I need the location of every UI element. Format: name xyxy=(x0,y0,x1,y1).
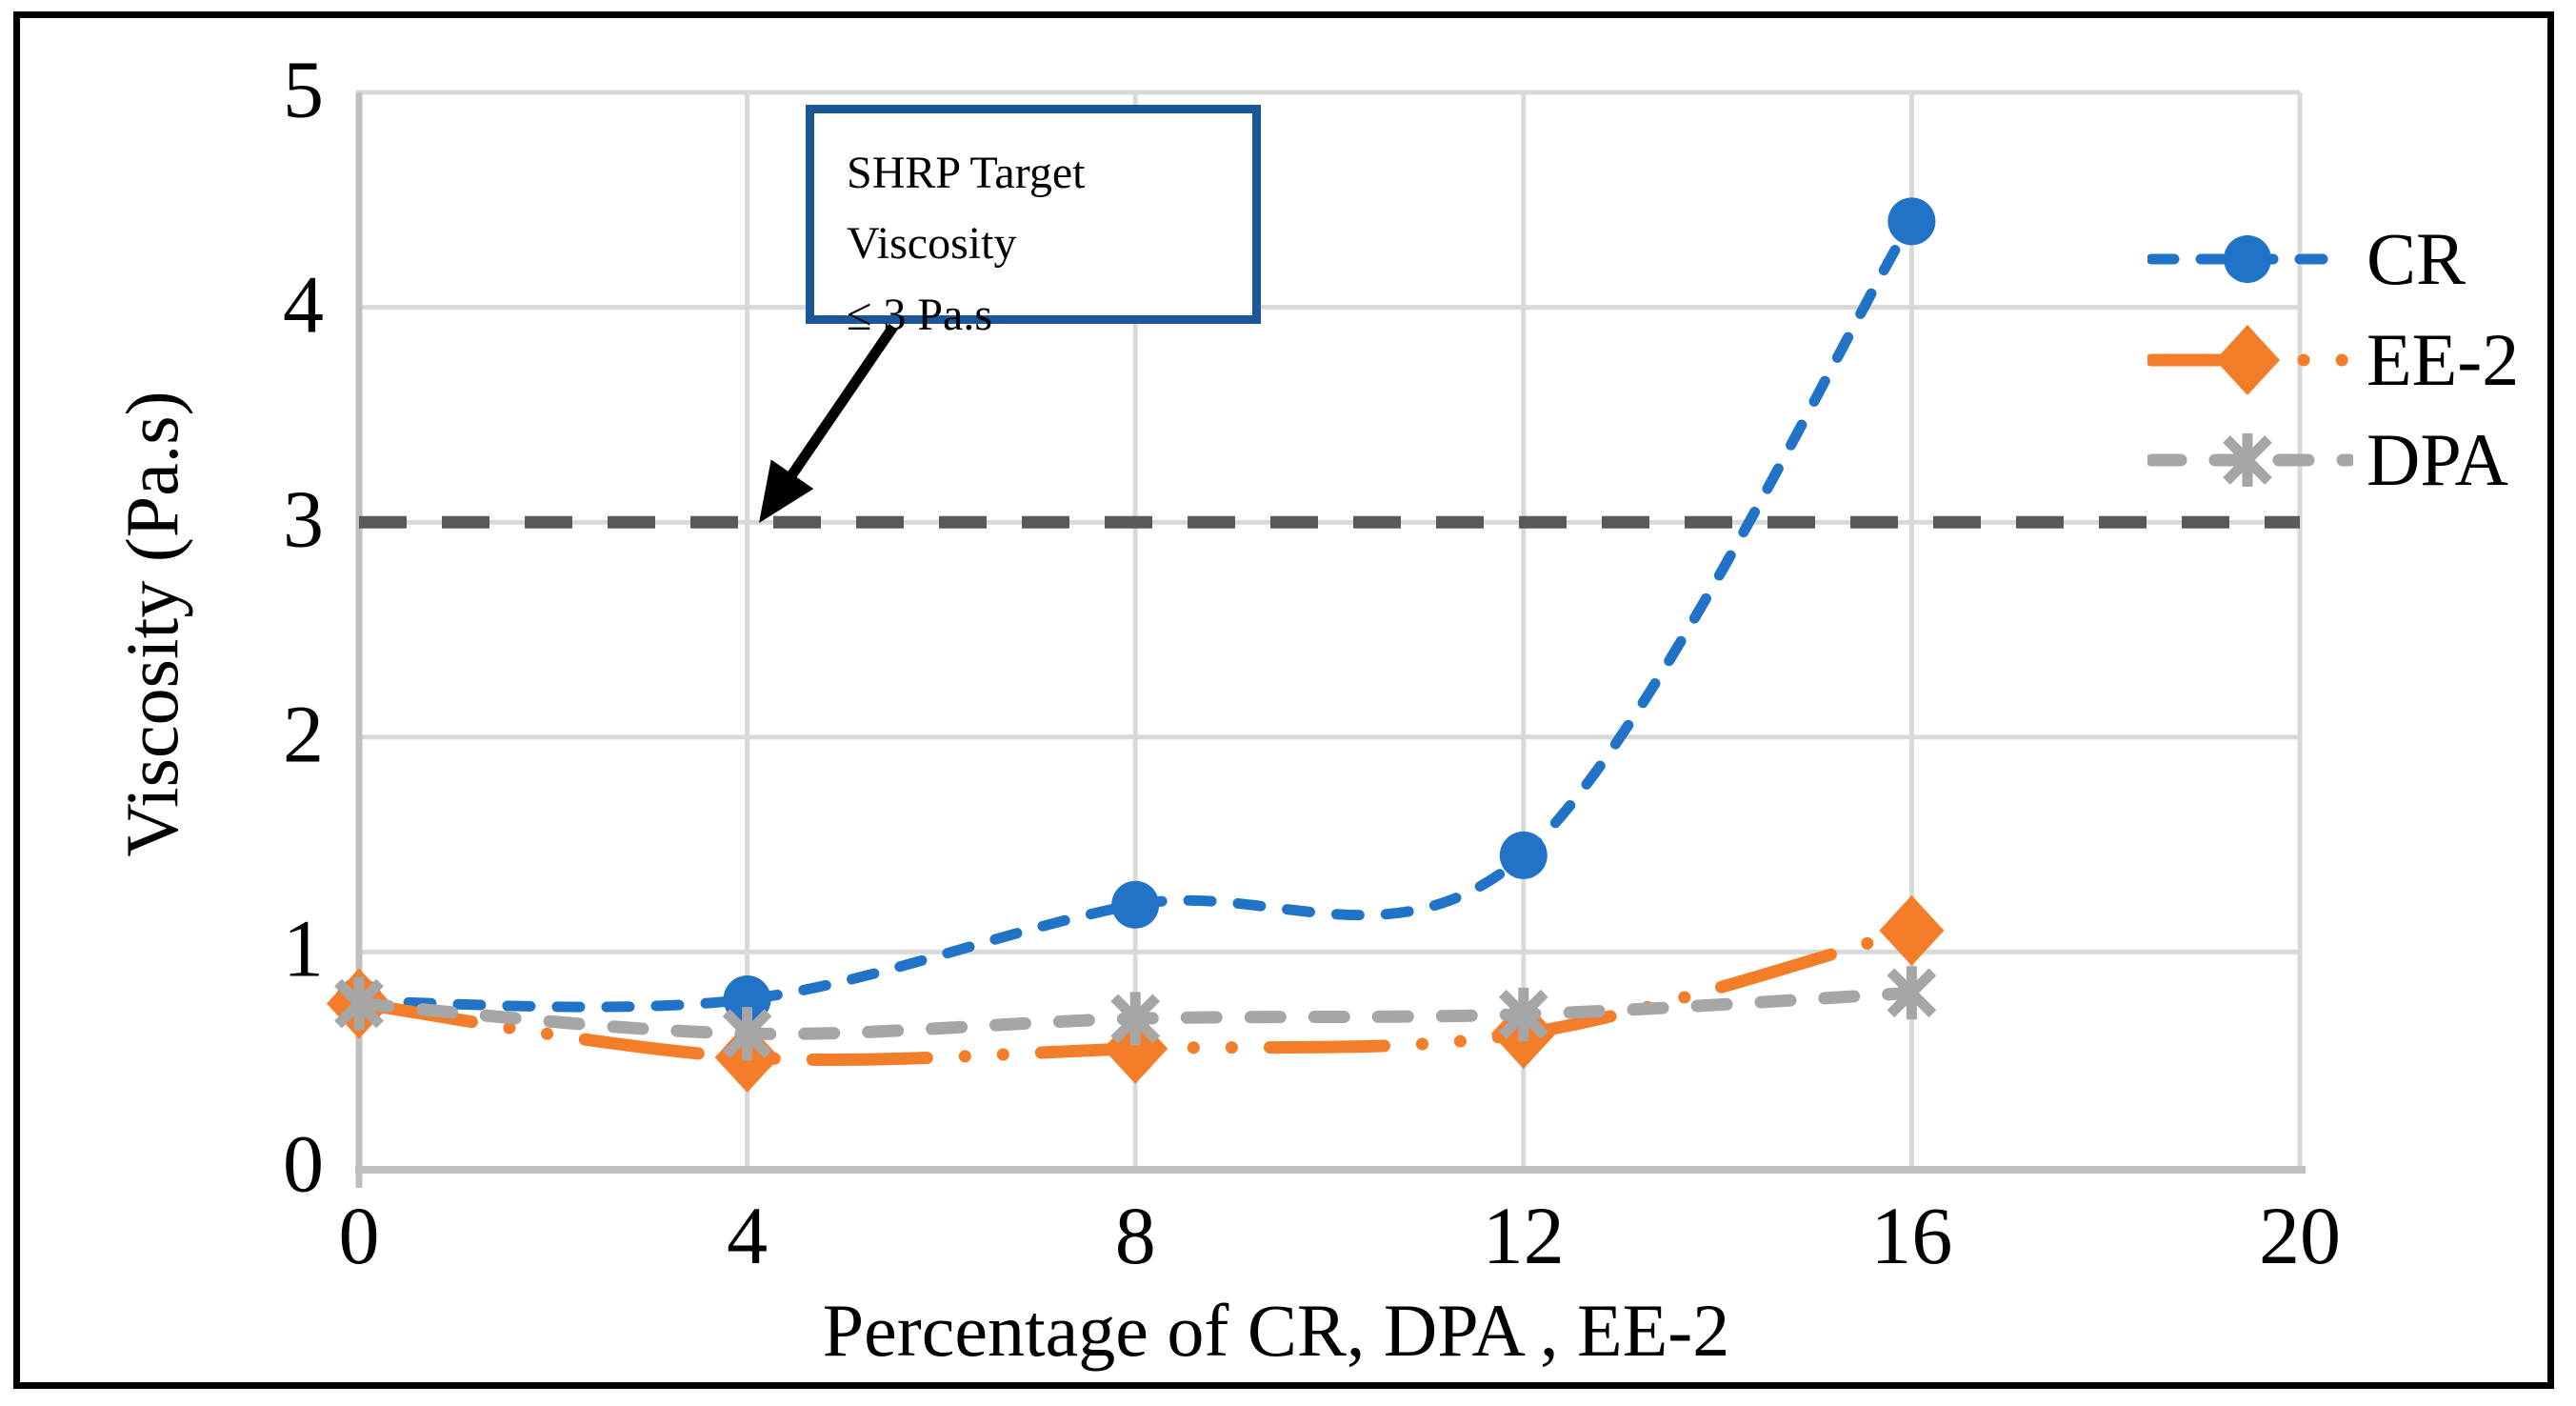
asterisk-marker xyxy=(1498,987,1548,1041)
annotation-arrow-shaft xyxy=(788,323,898,478)
y-tick-label: 3 xyxy=(283,472,324,565)
x-tick-label: 12 xyxy=(1482,1190,1565,1281)
diamond-marker xyxy=(1879,894,1945,966)
y-tick-label: 4 xyxy=(283,258,324,351)
x-tick-label: 8 xyxy=(1114,1190,1156,1281)
legend-sample-cr-line xyxy=(2147,235,2353,283)
annotation-line-2: ≤ 3 Pa.s xyxy=(847,289,993,340)
asterisk-marker xyxy=(722,1007,772,1061)
legend-label-dpa: DPA xyxy=(2366,418,2508,501)
legend-diamond-marker xyxy=(2215,325,2280,395)
y-tick-label: 0 xyxy=(283,1117,324,1210)
asterisk-marker xyxy=(1887,966,1937,1020)
x-tick-label: 16 xyxy=(1870,1190,1953,1281)
y-tick-label: 5 xyxy=(283,43,324,135)
x-axis-title: Percentage of CR, DPA , EE-2 xyxy=(822,1289,1730,1372)
x-tick-label: 4 xyxy=(727,1190,769,1281)
legend-sample-ee2-line xyxy=(2147,325,2353,395)
x-tick-label: 0 xyxy=(338,1190,380,1281)
legend-label-cr: CR xyxy=(2366,217,2466,300)
y-axis-title: Viscosity (Pa.s) xyxy=(110,391,193,857)
legend-label-ee2: EE-2 xyxy=(2366,318,2520,401)
legend-item-dpa: DPA xyxy=(2147,408,2508,512)
circle-marker xyxy=(1111,880,1160,929)
annotation-arrow-head xyxy=(759,459,814,523)
annotation-line-1: SHRP Target Viscosity xyxy=(847,148,1086,270)
series-line-cr xyxy=(353,215,1917,1013)
legend-asterisk-marker xyxy=(2223,433,2272,487)
asterisk-marker xyxy=(1110,992,1161,1046)
y-tick-label: 1 xyxy=(283,902,324,994)
legend-item-cr: CR xyxy=(2147,207,2466,311)
legend-circle-marker xyxy=(2224,235,2271,283)
circle-marker xyxy=(723,975,771,1024)
legend-sample-dpa-line xyxy=(2147,433,2353,487)
legend-item-ee2: EE-2 xyxy=(2147,308,2519,412)
x-tick-label: 20 xyxy=(2259,1190,2341,1281)
shrp-target-annotation: SHRP Target Viscosity ≤ 3 Pa.s xyxy=(806,105,1261,340)
circle-marker xyxy=(1499,831,1548,879)
circle-marker xyxy=(1887,197,1936,246)
asterisk-marker xyxy=(334,976,384,1031)
series-markers-dpa xyxy=(334,966,1937,1061)
y-tick-label: 2 xyxy=(283,688,324,780)
